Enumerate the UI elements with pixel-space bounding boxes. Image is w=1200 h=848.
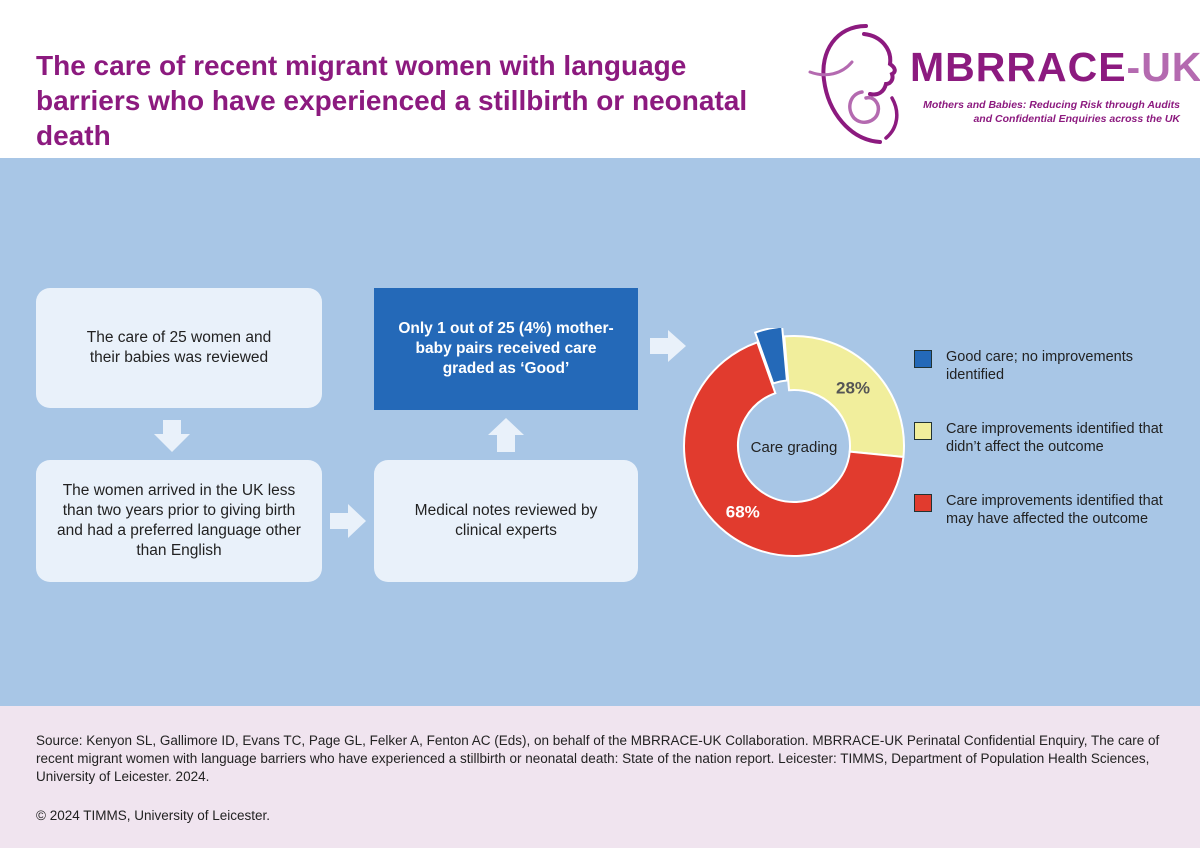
header: The care of recent migrant women with la… [0,0,1200,158]
copyright: © 2024 TIMMS, University of Leicester. [36,808,271,823]
flow-box-criteria: The women arrived in the UK less than tw… [36,460,322,582]
slice-may-affect [683,341,905,557]
flow-box-notes-reviewed: Medical notes reviewed by clinical exper… [374,460,638,582]
mother-baby-logo-icon [808,24,899,144]
data-label-no-affect: 28% [836,379,870,398]
infographic-panel: The care of 25 women and their babies wa… [0,158,1200,706]
arrow-right-icon [650,330,686,362]
flow-box-result: Only 1 out of 25 (4%) mother-baby pairs … [374,288,638,410]
legend-swatch [914,494,932,512]
mbrrace-logo: MBRRACE-UK Mothers and Babies: Reducing … [806,22,1200,146]
page-title: The care of recent migrant women with la… [36,50,748,151]
logo-wordmark: MBRRACE-UK [910,44,1200,90]
footer: Source: Kenyon SL, Gallimore ID, Evans T… [0,706,1200,848]
arrow-down-icon [154,420,190,452]
legend-swatch [914,422,932,440]
arrow-up-icon [488,418,524,452]
slice-good-care [753,328,788,385]
slice-no-affect [783,335,905,459]
care-grading-donut-chart: Care grading 28% 68% [683,328,905,557]
logo-subtitle: Mothers and Babies: Reducing Risk throug… [923,99,1180,125]
arrow-right-icon [330,504,366,538]
flow-box-reviewed: The care of 25 women and their babies wa… [36,288,322,408]
data-label-may-affect: 68% [726,502,760,521]
chart-title: Care grading [751,439,838,456]
source-citation: Source: Kenyon SL, Gallimore ID, Evans T… [36,733,1160,784]
legend-swatch [914,350,932,368]
